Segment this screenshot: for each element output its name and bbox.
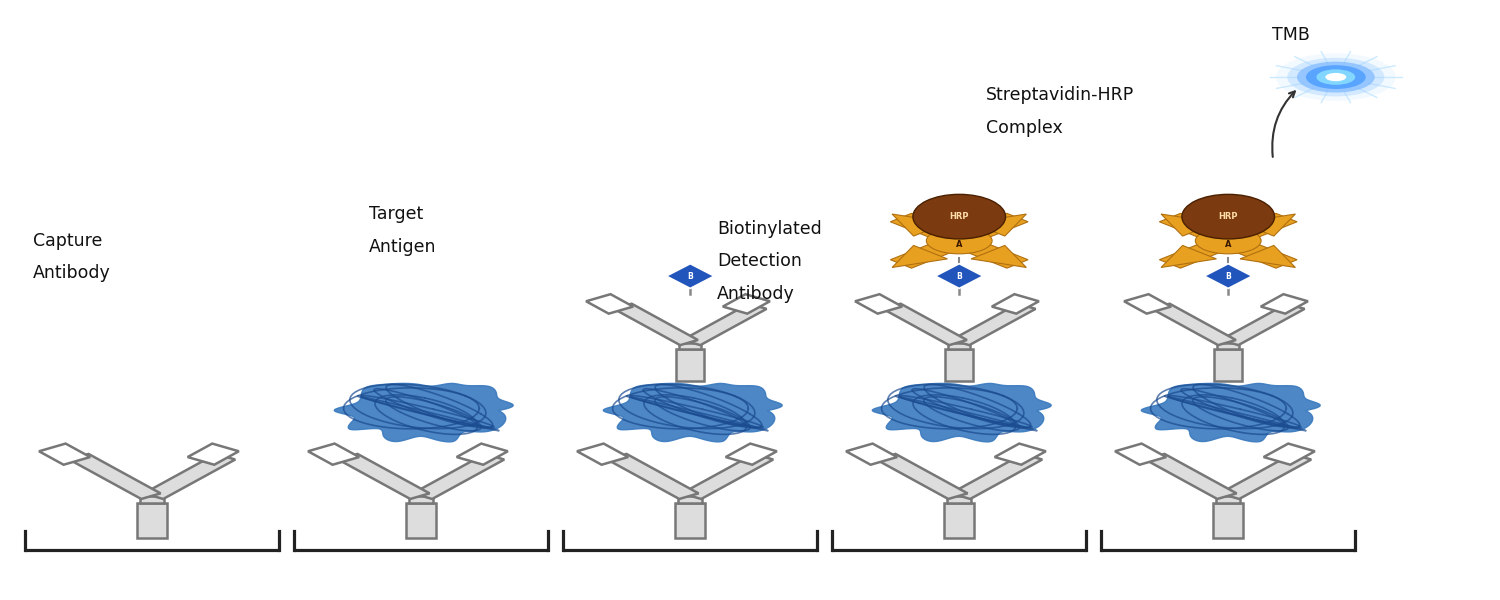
Polygon shape [1144,454,1236,499]
Polygon shape [682,304,766,345]
Polygon shape [1215,349,1242,381]
Polygon shape [891,214,971,245]
Polygon shape [456,443,509,465]
Polygon shape [1124,294,1172,314]
Text: Biotinylated: Biotinylated [717,220,822,238]
Polygon shape [1240,245,1296,268]
Ellipse shape [914,194,1005,239]
Polygon shape [1216,343,1239,349]
Text: HRP: HRP [1218,212,1237,221]
Ellipse shape [1317,70,1354,85]
Polygon shape [682,454,772,499]
Polygon shape [1262,294,1308,314]
Polygon shape [1220,454,1311,499]
Polygon shape [1216,496,1240,503]
Text: B: B [957,272,962,281]
Polygon shape [726,443,777,465]
Polygon shape [1240,214,1296,236]
Ellipse shape [1196,227,1262,254]
Polygon shape [846,443,897,465]
Polygon shape [948,343,970,349]
Text: Streptavidin-HRP: Streptavidin-HRP [986,86,1134,104]
Polygon shape [138,503,166,538]
Text: Target: Target [369,205,423,223]
Polygon shape [334,383,513,442]
Polygon shape [578,443,628,465]
Polygon shape [1218,236,1298,268]
Polygon shape [1142,383,1320,442]
Polygon shape [1160,236,1239,268]
Polygon shape [1214,503,1243,538]
Polygon shape [1221,304,1305,345]
Polygon shape [884,304,968,345]
Polygon shape [308,443,358,465]
Polygon shape [1204,264,1252,289]
Ellipse shape [1306,65,1365,89]
Polygon shape [855,294,901,314]
Polygon shape [1114,443,1166,465]
Polygon shape [1161,214,1216,236]
Polygon shape [141,496,164,503]
Polygon shape [680,343,700,349]
Polygon shape [892,214,948,236]
Polygon shape [948,236,1028,268]
Text: Antibody: Antibody [717,285,795,303]
Polygon shape [948,496,970,503]
Polygon shape [891,236,971,268]
Ellipse shape [1276,53,1395,101]
Text: Capture: Capture [33,232,102,250]
Polygon shape [410,496,434,503]
Ellipse shape [1298,62,1374,92]
Text: A: A [1226,240,1232,249]
Polygon shape [676,349,703,381]
Polygon shape [936,264,982,289]
Polygon shape [723,294,770,314]
Polygon shape [1152,304,1236,345]
Polygon shape [951,454,1042,499]
Text: B: B [1226,272,1232,281]
Polygon shape [876,454,968,499]
Polygon shape [1263,443,1316,465]
Polygon shape [39,443,90,465]
Polygon shape [970,245,1026,268]
Polygon shape [992,294,1039,314]
Polygon shape [666,264,714,289]
Text: A: A [956,240,963,249]
Polygon shape [144,454,236,499]
Text: Antibody: Antibody [33,264,111,282]
Polygon shape [69,454,160,499]
Ellipse shape [927,227,992,254]
Polygon shape [1161,245,1216,268]
Polygon shape [338,454,429,499]
Polygon shape [188,443,238,465]
Text: Antigen: Antigen [369,238,436,256]
Polygon shape [994,443,1045,465]
Polygon shape [1160,214,1239,245]
Polygon shape [678,496,702,503]
Text: TMB: TMB [1272,26,1310,44]
Polygon shape [608,454,699,499]
Polygon shape [675,503,705,538]
Polygon shape [948,214,1028,245]
Polygon shape [603,383,782,442]
Polygon shape [970,214,1026,236]
Polygon shape [873,383,1052,442]
Polygon shape [406,503,436,538]
Polygon shape [945,503,974,538]
Ellipse shape [1182,194,1275,239]
Text: Complex: Complex [986,119,1064,137]
Text: HRP: HRP [950,212,969,221]
Polygon shape [413,454,504,499]
Text: B: B [687,272,693,281]
Text: Detection: Detection [717,253,803,271]
Polygon shape [586,294,633,314]
Ellipse shape [1287,58,1384,97]
Polygon shape [1218,214,1298,245]
Polygon shape [614,304,698,345]
Polygon shape [892,245,948,268]
Ellipse shape [1326,73,1347,81]
Polygon shape [945,349,974,381]
Polygon shape [951,304,1035,345]
